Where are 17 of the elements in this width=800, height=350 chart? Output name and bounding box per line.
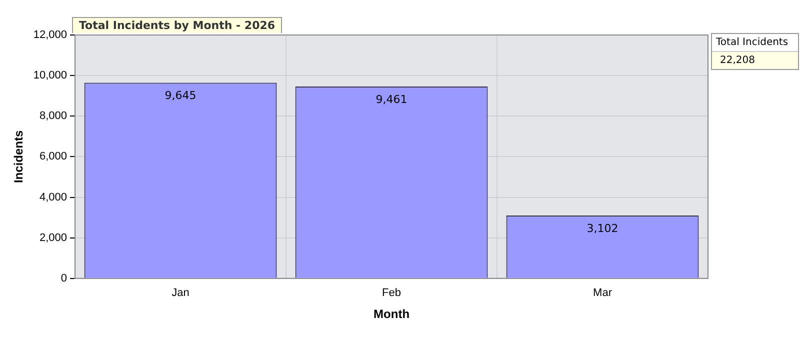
data-label: 9,645 xyxy=(164,89,196,102)
data-label: 3,102 xyxy=(586,222,618,235)
y-tick-label: 2,000 xyxy=(40,232,68,244)
x-tick-label: Jan xyxy=(172,287,190,300)
y-tick-label: 4,000 xyxy=(40,191,68,204)
x-axis-title: Month xyxy=(374,307,410,322)
data-label: 9,461 xyxy=(376,92,408,106)
x-tick-label: Mar xyxy=(593,287,612,300)
x-tick-label: Feb xyxy=(382,287,402,300)
y-axis-title: Incidents xyxy=(12,130,26,184)
y-tick-label: 8,000 xyxy=(40,110,68,122)
y-tick-label: 12,000 xyxy=(33,29,68,42)
y-tick-label: 0 xyxy=(60,272,68,284)
text: 22,208 xyxy=(719,54,756,68)
y-tick-label: 10,000 xyxy=(33,70,68,82)
y-tick-label: 6,000 xyxy=(40,150,68,163)
legend-title: Total Incidents xyxy=(712,34,798,52)
